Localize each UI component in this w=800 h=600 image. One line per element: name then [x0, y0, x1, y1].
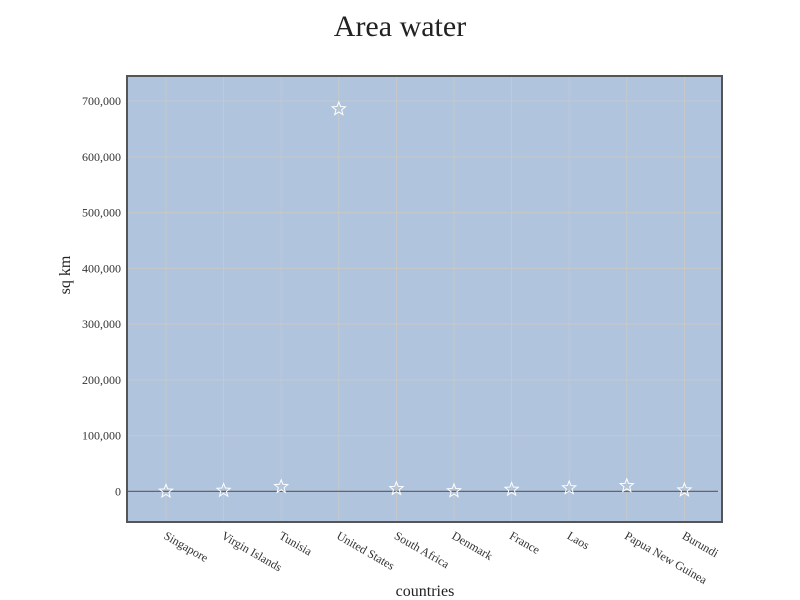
y-tick-label: 0 [115, 484, 121, 498]
data-point-star [561, 479, 578, 495]
plot-area [127, 76, 722, 522]
x-tick-label: Virgin Islands [219, 528, 285, 574]
data-point-star [388, 480, 405, 496]
x-tick-label: South Africa [392, 528, 452, 571]
x-tick-label: France [507, 528, 542, 556]
grid-lines [127, 76, 722, 522]
y-tick-label: 600,000 [82, 150, 121, 164]
plot-frame [126, 75, 723, 523]
x-tick-label: Burundi [680, 528, 722, 560]
y-tick-label: 700,000 [82, 94, 121, 108]
data-point-star [618, 477, 635, 493]
y-tick-label: 200,000 [82, 373, 121, 387]
x-tick-label: Tunisia [277, 528, 315, 558]
y-axis-ticks: 0 100,000 200,000 300,000 400,000 500,000 600,… [82, 94, 121, 498]
data-point-star [215, 482, 232, 498]
y-tick-label: 100,000 [82, 429, 121, 443]
y-tick-label: 400,000 [82, 261, 121, 275]
data-point-star [503, 481, 520, 497]
x-tick-label: Singapore [162, 528, 211, 564]
chart-title: Area water [333, 10, 467, 43]
data-point-star [446, 482, 462, 498]
data-points [158, 100, 693, 499]
x-axis-title: countries [396, 583, 455, 600]
x-tick-label: Laos [565, 528, 592, 552]
y-axis-title: sq km [57, 255, 74, 294]
y-tick-label: 300,000 [82, 317, 121, 331]
data-point-star [330, 100, 347, 116]
x-tick-label: United States [334, 528, 397, 572]
data-point-star [273, 478, 290, 494]
x-tick-label: Denmark [450, 528, 496, 562]
data-point-star [158, 482, 174, 499]
data-point-star [676, 481, 693, 497]
y-tick-label: 500,000 [82, 206, 121, 220]
